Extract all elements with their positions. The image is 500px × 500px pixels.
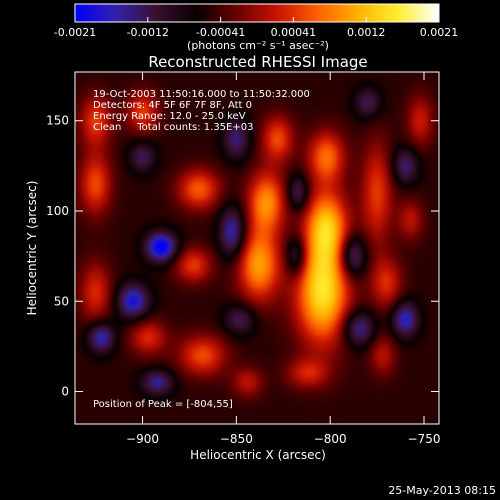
annotation-detectors: Detectors: 4F 5F 6F 7F 8F, Att 0 xyxy=(93,100,252,111)
colorbar-tick-label: 0.0012 xyxy=(347,26,386,39)
colorbar-unit-label: (photons cm⁻² s⁻¹ asec⁻²) xyxy=(187,39,329,52)
colorbar-ticks: -0.0021 -0.0012 -0.00041 0.00041 0.0012 0.002… xyxy=(54,17,458,39)
y-tick-label: 0 xyxy=(61,385,69,399)
colorbar-tick-label: 0.0021 xyxy=(420,26,459,39)
annotation-counts: Clean Total counts: 1.35E+03 xyxy=(93,122,253,133)
colorbar-tick-label: -0.0021 xyxy=(54,26,96,39)
plot-area: −900 −850 −800 −750 0 50 100 150 xyxy=(46,71,440,446)
x-axis-label: Heliocentric X (arcsec) xyxy=(190,448,326,462)
x-tick-label: −800 xyxy=(314,432,347,446)
colorbar-frame xyxy=(74,3,440,23)
colorbar-tick-label: -0.0012 xyxy=(127,26,169,39)
colorbar-gradient xyxy=(75,4,439,22)
x-tick-label: −900 xyxy=(126,432,159,446)
plot-frame xyxy=(74,71,440,425)
y-tick-label: 100 xyxy=(46,204,69,218)
y-tick-label: 50 xyxy=(54,294,69,308)
axis-ticks: −900 −850 −800 −750 0 50 100 150 xyxy=(46,72,440,446)
annotation-time: 19-Oct-2003 11:50:16.000 to 11:50:32.000 xyxy=(93,89,310,100)
heatmap-image xyxy=(75,72,439,424)
colorbar-tick-label: -0.00041 xyxy=(196,26,245,39)
chart-title: Reconstructed RHESSI Image xyxy=(148,53,367,71)
peak-position-label: Position of Peak = [-804,55] xyxy=(93,399,233,410)
annotation-block: 19-Oct-2003 11:50:16.000 to 11:50:32.000… xyxy=(93,89,310,133)
footer-timestamp: 25-May-2013 08:15 xyxy=(388,484,496,497)
x-tick-label: −850 xyxy=(220,432,253,446)
colorbar-tick-label: 0.00041 xyxy=(271,26,317,39)
annotation-energy: Energy Range: 12.0 - 25.0 keV xyxy=(93,111,246,122)
y-tick-label: 150 xyxy=(46,114,69,128)
y-axis-label: Heliocentric Y (arcsec) xyxy=(25,181,39,316)
x-tick-label: −750 xyxy=(408,432,441,446)
colorbar: -0.0021 -0.0012 -0.00041 0.00041 0.0012 0.002… xyxy=(54,3,458,52)
